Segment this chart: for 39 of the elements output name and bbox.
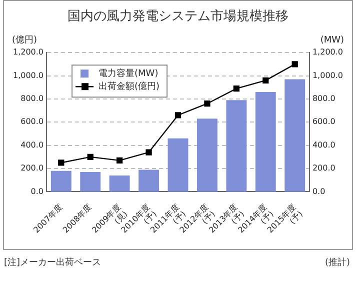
y2-tick-label: 0.0 xyxy=(312,186,326,196)
point xyxy=(116,157,123,164)
bar xyxy=(255,92,276,192)
bar xyxy=(168,138,188,192)
point xyxy=(174,112,182,118)
point xyxy=(87,154,94,160)
point xyxy=(292,61,298,68)
y-tick-label: 200.0 xyxy=(20,164,44,173)
y2-tick-label: 1,000.0 xyxy=(312,70,344,80)
legend-label: 電力容量(MW) xyxy=(98,68,158,79)
y-tick-label: 1,000.0 xyxy=(12,70,44,80)
chart-title: 国内の風力発電システム市場規模推移 xyxy=(68,9,288,24)
text: [注]メーカー出荷ベース xyxy=(4,256,102,269)
y2-tick-label: 400.0 xyxy=(312,140,336,150)
y2-axis-title: (MW) xyxy=(320,35,344,46)
point xyxy=(204,100,210,107)
point xyxy=(146,149,152,156)
y-tick-label: 800.0 xyxy=(20,94,44,104)
y-tick-label: 400.0 xyxy=(20,140,44,150)
point xyxy=(58,160,64,166)
text: (推計) xyxy=(324,256,350,269)
legend-label: 出荷金額(億円) xyxy=(98,80,160,92)
y2-tick-label: 800.0 xyxy=(312,94,336,104)
bar xyxy=(196,118,218,192)
y2-tick-label: 200.0 xyxy=(312,164,336,173)
y2-tick-label: 600.0 xyxy=(312,117,336,126)
point xyxy=(262,77,269,84)
y-tick-label: 600.0 xyxy=(20,117,44,126)
y-axis-title: (億円) xyxy=(12,34,38,46)
bar xyxy=(284,79,306,192)
point xyxy=(233,85,240,92)
y-tick-label: 1,200.0 xyxy=(12,48,44,57)
y-tick-label: 0.0 xyxy=(30,186,44,196)
bar xyxy=(80,172,101,192)
bar xyxy=(138,170,160,192)
y2-tick-label: 1,200.0 xyxy=(312,48,344,57)
bar xyxy=(109,175,130,192)
bar xyxy=(226,100,247,192)
bar xyxy=(50,170,72,192)
